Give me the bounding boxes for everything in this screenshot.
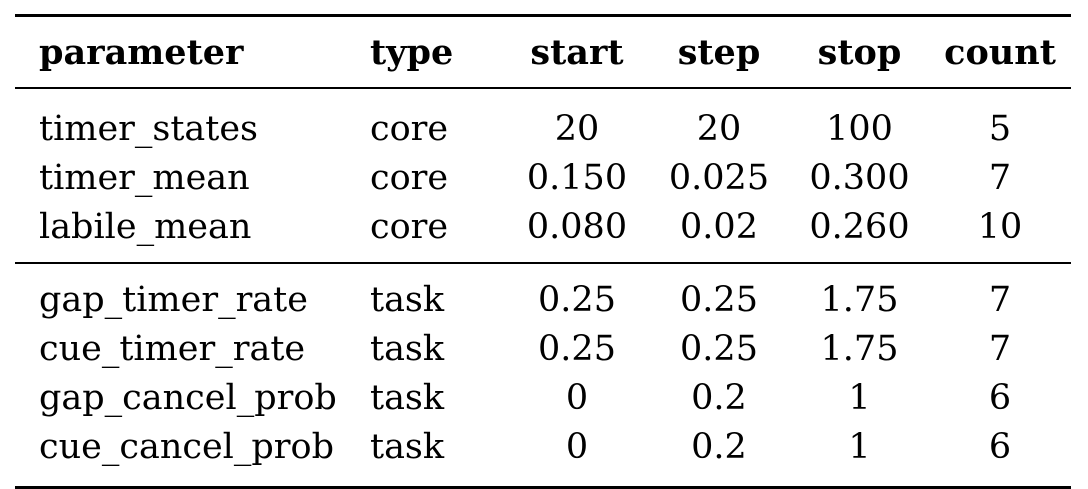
cell-count: 7 [988,158,1012,198]
cell-stop: 1 [848,378,871,418]
table-row: timer_states core 20 20 100 5 [15,88,1071,154]
cell-stop: 1.75 [820,329,899,369]
cell-step: 0.025 [668,158,770,198]
cell-start: 0.25 [538,280,616,320]
cell-start: 0 [565,378,589,418]
cell-step: 0.02 [680,207,758,247]
cell-count: 10 [977,207,1023,247]
parameter-table-container: parameter type start step stop count tim… [15,14,1071,489]
cell-parameter: gap_cancel_prob [39,378,337,418]
cell-type: core [370,109,449,149]
cell-start: 20 [554,109,600,149]
cell-count: 6 [988,427,1012,467]
core-parameters-group: timer_states core 20 20 100 5 timer_mean… [15,88,1071,263]
table-row: gap_timer_rate task 0.25 0.25 1.75 7 [15,263,1071,325]
cell-stop: 0.260 [809,207,910,247]
cell-start: 0.25 [538,329,616,369]
cell-parameter: timer_states [39,109,259,149]
table-row: timer_mean core 0.150 0.025 0.300 7 [15,154,1071,203]
cell-count: 5 [988,109,1012,149]
cell-type: task [370,427,445,467]
table-row: labile_mean core 0.080 0.02 0.260 10 [15,203,1071,263]
header-type: type [370,31,454,73]
cell-start: 0.080 [526,207,628,247]
table-row: gap_cancel_prob task 0 0.2 1 6 [15,374,1071,423]
header-step: step [677,31,761,73]
cell-parameter: timer_mean [39,158,250,198]
cell-count: 7 [988,329,1012,369]
cell-step: 0.25 [680,280,758,320]
cell-step: 0.25 [680,329,758,369]
cell-type: core [370,158,449,198]
cell-parameter: labile_mean [39,207,252,247]
task-parameters-group: gap_timer_rate task 0.25 0.25 1.75 7 cue… [15,263,1071,488]
cell-stop: 0.300 [809,158,910,198]
cell-type: task [370,329,445,369]
cell-count: 7 [988,280,1012,320]
cell-stop: 1.75 [820,280,899,320]
cell-type: task [370,280,445,320]
table-row: cue_cancel_prob task 0 0.2 1 6 [15,423,1071,488]
cell-stop: 1 [848,427,871,467]
cell-step: 0.2 [691,427,747,467]
cell-type: task [370,378,445,418]
cell-parameter: cue_timer_rate [39,329,306,369]
cell-stop: 100 [826,109,893,149]
table-row: cue_timer_rate task 0.25 0.25 1.75 7 [15,325,1071,374]
table-header: parameter type start step stop count [15,15,1071,88]
parameter-table: parameter type start step stop count tim… [15,14,1071,489]
cell-step: 0.2 [691,378,747,418]
cell-step: 20 [696,109,742,149]
cell-start: 0.150 [526,158,628,198]
header-stop: stop [817,31,902,73]
header-parameter: parameter [39,31,244,73]
header-count: count [944,31,1056,73]
header-row: parameter type start step stop count [15,15,1071,88]
cell-count: 6 [988,378,1012,418]
header-start: start [530,31,624,73]
cell-type: core [370,207,449,247]
cell-parameter: gap_timer_rate [39,280,308,320]
cell-parameter: cue_cancel_prob [39,427,334,467]
cell-start: 0 [565,427,589,467]
